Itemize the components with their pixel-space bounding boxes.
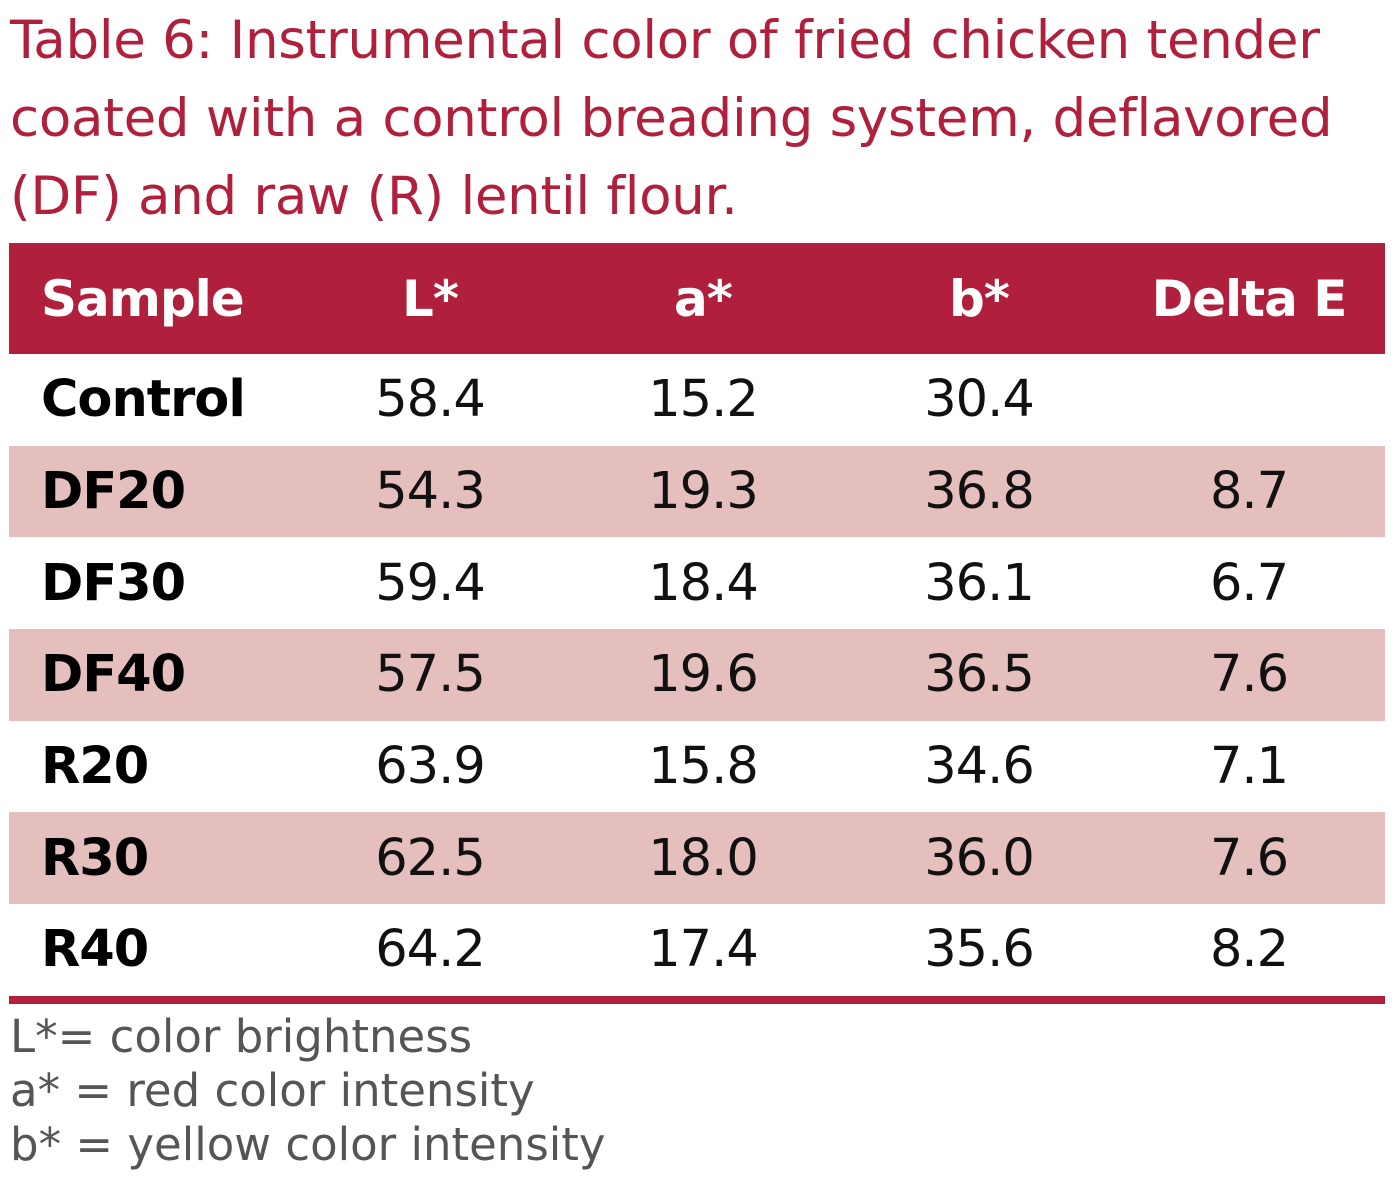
column-header-l: L* — [299, 243, 561, 354]
footnote-a: a* = red color intensity — [10, 1064, 535, 1117]
table-title-text: Table 6: Instrumental color of fried chi… — [10, 10, 1333, 227]
cell-a: 19.3 — [561, 445, 845, 538]
cell-delta-e: 7.6 — [1113, 629, 1385, 721]
cell-sample: DF30 — [41, 553, 186, 613]
cell-b: 36.1 — [924, 553, 1035, 613]
column-header-b: b* — [845, 243, 1113, 354]
column-header-delta-e: Delta E — [1113, 243, 1385, 354]
cell-l: 58.4 — [375, 370, 486, 430]
footnote-b: b* = yellow color intensity — [10, 1118, 606, 1171]
table-row: R30 62.5 18.0 36.0 7.6 — [9, 812, 1385, 905]
cell-a: 19.6 — [561, 629, 845, 721]
cell-sample: R20 — [41, 737, 149, 797]
data-table: Sample L* a* b* Delta E Control 58.4 15.… — [9, 243, 1385, 1004]
cell-l: 54.3 — [299, 445, 561, 538]
cell-delta-e: 7.1 — [1209, 737, 1289, 797]
cell-delta-e: 7.6 — [1113, 812, 1385, 905]
cell-l: 57.5 — [299, 629, 561, 721]
cell-l: 59.4 — [375, 553, 486, 613]
column-header-sample: Sample — [9, 243, 299, 354]
footnote-l: L*= color brightness — [10, 1010, 473, 1063]
cell-a: 18.4 — [648, 553, 759, 613]
cell-sample: DF40 — [9, 629, 299, 721]
cell-delta-e — [1113, 354, 1385, 446]
table-row: DF20 54.3 19.3 36.8 8.7 — [9, 445, 1385, 538]
cell-b: 36.5 — [845, 629, 1113, 721]
cell-sample: Control — [41, 370, 246, 430]
cell-sample: DF20 — [9, 445, 299, 538]
table-footnotes: L*= color brightness a* = red color inte… — [10, 1010, 606, 1172]
cell-l: 64.2 — [299, 904, 561, 1004]
column-header-a: a* — [561, 243, 845, 354]
cell-a: 18.0 — [561, 812, 845, 905]
cell-a: 17.4 — [561, 904, 845, 1004]
table-row: DF40 57.5 19.6 36.5 7.6 — [9, 629, 1385, 721]
cell-delta-e: 6.7 — [1209, 553, 1289, 613]
cell-delta-e: 8.2 — [1113, 904, 1385, 1004]
table-header-row: Sample L* a* b* Delta E — [9, 243, 1385, 354]
cell-b: 36.0 — [845, 812, 1113, 905]
cell-sample: R30 — [9, 812, 299, 905]
cell-a: 15.8 — [648, 737, 759, 797]
table-title: Table 6: Instrumental color of fried chi… — [10, 2, 1385, 236]
table-row: DF30 59.4 18.4 36.1 6.7 — [9, 537, 1385, 629]
cell-l: 62.5 — [299, 812, 561, 905]
table-row: R40 64.2 17.4 35.6 8.2 — [9, 904, 1385, 1004]
cell-b: 34.6 — [924, 737, 1035, 797]
cell-b: 36.8 — [845, 445, 1113, 538]
table-row: Control 58.4 15.2 30.4 — [9, 354, 1385, 446]
cell-sample: R40 — [9, 904, 299, 1004]
table-row: R20 63.9 15.8 34.6 7.1 — [9, 721, 1385, 813]
cell-delta-e: 8.7 — [1113, 445, 1385, 538]
cell-b: 30.4 — [924, 370, 1035, 430]
cell-a: 15.2 — [648, 370, 759, 430]
cell-l: 63.9 — [375, 737, 486, 797]
cell-b: 35.6 — [845, 904, 1113, 1004]
